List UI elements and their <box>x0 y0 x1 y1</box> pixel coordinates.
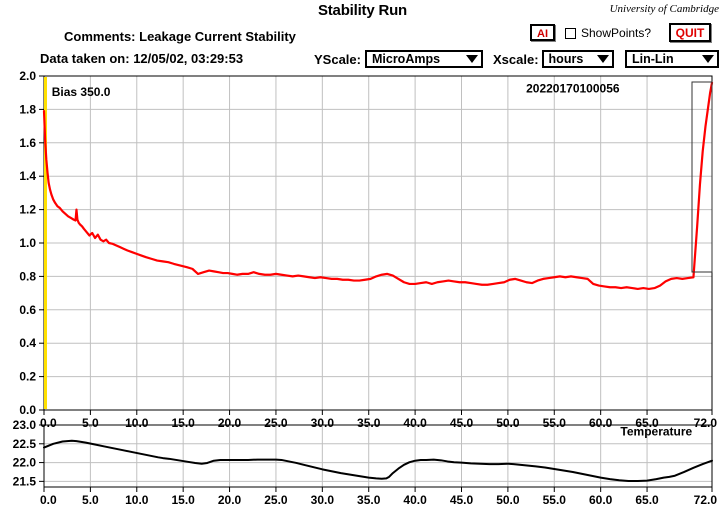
x-tick-label: 0.0 <box>40 416 57 430</box>
y-tick-label: 1.6 <box>19 136 36 150</box>
x-tick-label: 45.0 <box>450 416 474 430</box>
chevron-down-icon <box>596 55 609 63</box>
plot-frame <box>43 75 713 411</box>
x-tick-label: 30.0 <box>311 493 335 507</box>
showpoints-group[interactable]: ShowPoints? <box>565 26 651 40</box>
leakage-current-chart[interactable]: 0.00.20.40.60.81.01.21.41.61.82.00.0 5.0 1… <box>19 69 717 430</box>
y-tick-label: 1.2 <box>19 203 36 217</box>
data-taken-row: Data taken on: 12/05/02, 03:29:53 <box>40 51 243 66</box>
x-tick-label: 5.0 <box>82 416 99 430</box>
x-tick-label: 60.0 <box>589 493 613 507</box>
x-tick-label: 0.0 <box>40 493 57 507</box>
chart-annotation: 20220170100056 <box>526 82 620 96</box>
affiliation-label: University of Cambridge <box>609 3 719 15</box>
y-tick-label: 22.5 <box>13 437 37 451</box>
chevron-down-icon <box>465 55 478 63</box>
y-tick-label: 1.0 <box>19 236 36 250</box>
yscale-select[interactable]: MicroAmps <box>364 50 483 68</box>
x-tick-label: 35.0 <box>357 493 381 507</box>
scaling-group: Lin-Lin <box>625 50 719 68</box>
chart-annotation: Temperature <box>620 425 692 439</box>
x-tick-label: 45.0 <box>450 493 474 507</box>
chart-annotation: Bias 350.0 <box>52 85 111 99</box>
y-tick-label: 0.8 <box>19 269 36 283</box>
y-tick-label: 0.2 <box>19 370 36 384</box>
temperature-chart[interactable]: 21.522.022.523.00.0 5.0 10.0 15.0 20.0 25.0 30… <box>13 418 718 507</box>
x-tick-label: 25.0 <box>264 493 288 507</box>
yscale-value: MicroAmps <box>371 52 441 66</box>
xscale-value: hours <box>548 52 584 66</box>
y-tick-label: 1.4 <box>19 169 36 183</box>
data-series-line <box>43 439 713 482</box>
y-tick-label: 0.6 <box>19 303 36 317</box>
scaling-value: Lin-Lin <box>632 52 674 66</box>
x-tick-label: 25.0 <box>264 416 288 430</box>
x-tick-label: 10.0 <box>125 416 149 430</box>
showpoints-label: ShowPoints? <box>581 26 652 40</box>
y-tick-label: 1.8 <box>19 102 36 116</box>
showpoints-checkbox[interactable] <box>565 27 576 39</box>
zoom-marker-box[interactable] <box>691 81 713 273</box>
x-tick-label: 20.0 <box>218 416 242 430</box>
x-tick-label: 72.0 <box>694 416 718 430</box>
x-tick-label: 55.0 <box>543 416 567 430</box>
quit-button[interactable]: QUIT <box>669 23 711 42</box>
header-bar: Stability Run University of Cambridge Co… <box>0 0 725 76</box>
chevron-down-icon <box>702 55 714 63</box>
data-series-line <box>42 81 714 291</box>
comments-label: Comments: <box>64 29 136 44</box>
x-tick-label: 50.0 <box>496 493 520 507</box>
x-tick-label: 5.0 <box>82 493 99 507</box>
x-tick-label: 15.0 <box>171 493 195 507</box>
y-tick-label: 0.0 <box>19 403 36 417</box>
data-taken-value: 12/05/02, 03:29:53 <box>133 51 244 66</box>
data-taken-label: Data taken on: <box>40 51 130 66</box>
x-tick-label: 35.0 <box>357 416 381 430</box>
yscale-label: YScale: <box>314 51 361 67</box>
xscale-group: Xscale: hours <box>493 50 614 68</box>
x-tick-label: 50.0 <box>496 416 520 430</box>
x-tick-label: 40.0 <box>403 493 427 507</box>
y-tick-label: 21.5 <box>13 474 37 488</box>
x-tick-label: 65.0 <box>635 493 659 507</box>
y-tick-label: 23.0 <box>13 418 37 432</box>
y-tick-label: 22.0 <box>13 456 37 470</box>
x-tick-label: 20.0 <box>218 493 242 507</box>
comments-row: Comments: Leakage Current Stability <box>64 29 296 44</box>
page-title: Stability Run <box>317 2 408 19</box>
yscale-group: YScale: MicroAmps <box>314 50 483 68</box>
ai-button[interactable]: AI <box>530 24 555 41</box>
plot-frame <box>43 424 713 488</box>
x-tick-label: 10.0 <box>125 493 149 507</box>
comments-value: Leakage Current Stability <box>139 29 296 44</box>
y-tick-label: 0.4 <box>19 336 36 350</box>
x-tick-label: 30.0 <box>311 416 335 430</box>
x-tick-label: 15.0 <box>171 416 195 430</box>
x-tick-label: 65.0 <box>635 416 659 430</box>
x-tick-label: 60.0 <box>589 416 613 430</box>
x-tick-label: 72.0 <box>694 493 718 507</box>
x-tick-label: 55.0 <box>543 493 567 507</box>
scaling-select[interactable]: Lin-Lin <box>625 50 719 68</box>
x-tick-label: 40.0 <box>403 416 427 430</box>
xscale-label: Xscale: <box>493 51 539 67</box>
xscale-select[interactable]: hours <box>541 50 614 68</box>
